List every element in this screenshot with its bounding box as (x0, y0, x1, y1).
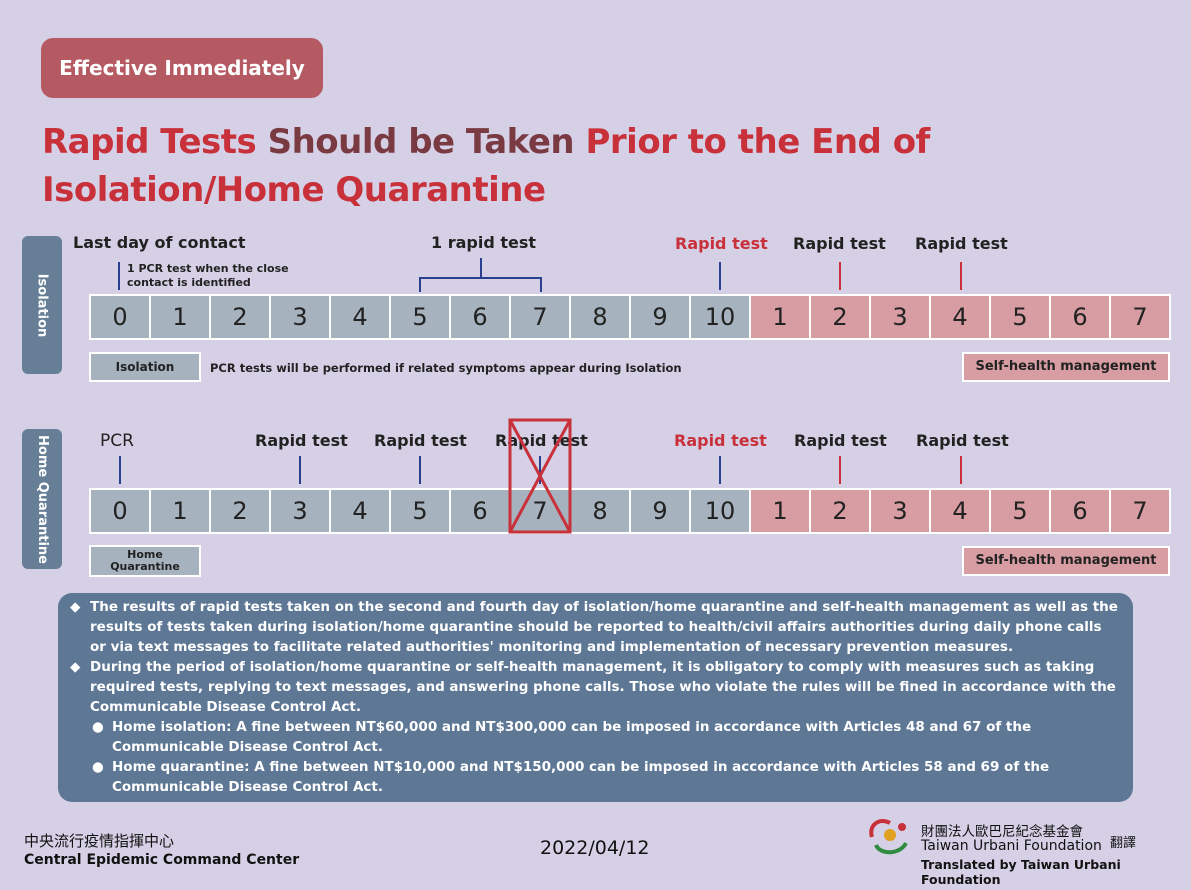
marker-q-day0 (119, 456, 121, 484)
day-cell: 0 (91, 490, 149, 532)
page-title: Rapid Tests Should be Taken Prior to the… (42, 118, 930, 214)
day-cell: 3 (271, 490, 329, 532)
day-cell: 4 (331, 490, 389, 532)
marker-q-day3 (299, 456, 301, 484)
foundation-name-zh: 財團法人歐巴尼紀念基金會 (921, 824, 1083, 840)
legend-home-quarantine: Home Quarantine (89, 545, 201, 577)
diamond-icon: ◆ (70, 659, 81, 675)
quarantine-timeline: 0 1 2 3 4 5 6 7 8 9 10 1 2 3 4 5 6 7 (89, 488, 1171, 534)
label-q-rapid-10: Rapid test (674, 431, 767, 450)
marker-iso-sh2 (839, 262, 841, 290)
cecc-name-en: Central Epidemic Command Center (24, 852, 300, 868)
label-iso-rapid-10: Rapid test (675, 234, 768, 253)
label-q-rapid-sh4: Rapid test (916, 431, 1009, 450)
title-part2: Should be Taken (256, 122, 586, 162)
self-day-cell: 2 (811, 296, 869, 338)
translate-label-zh: 翻譯 (1110, 836, 1137, 851)
day-cell: 8 (571, 490, 629, 532)
self-day-cell: 3 (871, 490, 929, 532)
day-cell: 2 (211, 490, 269, 532)
self-day-cell: 4 (931, 490, 989, 532)
legend-isolation: Isolation (89, 352, 201, 382)
note-item: ◆ The results of rapid tests taken on the… (70, 599, 1118, 655)
bracket-stem (480, 258, 482, 278)
day-cell: 9 (631, 490, 689, 532)
self-day-cell: 5 (991, 296, 1049, 338)
marker-iso-sh4 (960, 262, 962, 290)
label-q-rapid-5: Rapid test (374, 431, 467, 450)
title-part3: Prior to the End of (585, 122, 930, 162)
isolation-side-label: Isolation (22, 236, 62, 374)
title-line2: Isolation/Home Quarantine (42, 170, 546, 210)
bracket-days-5-7 (419, 277, 542, 292)
day-cell: 10 (691, 296, 749, 338)
bullet-icon: ● (92, 759, 104, 775)
label-iso-rapid-sh4: Rapid test (915, 234, 1008, 253)
marker-q-day7 (539, 456, 541, 484)
label-iso-rapid-sh2: Rapid test (793, 234, 886, 253)
marker-day0 (118, 262, 120, 290)
label-last-contact: Last day of contact (73, 233, 246, 252)
day-cell: 1 (151, 296, 209, 338)
legend-self-iso: Self-health management (962, 352, 1170, 382)
day-cell: 7 (511, 296, 569, 338)
marker-iso-day10 (719, 262, 721, 290)
self-day-cell: 3 (871, 296, 929, 338)
marker-q-day10 (719, 456, 721, 484)
day-cell: 8 (571, 296, 629, 338)
title-part1: Rapid Tests (42, 122, 257, 162)
notes-panel: ◆ The results of rapid tests taken on the… (58, 593, 1133, 802)
day-cell: 0 (91, 296, 149, 338)
urbani-logo-icon (869, 818, 908, 855)
self-day-cell: 5 (991, 490, 1049, 532)
day-cell: 6 (451, 490, 509, 532)
day-cell: 2 (211, 296, 269, 338)
marker-q-day5 (419, 456, 421, 484)
self-day-cell: 1 (751, 296, 809, 338)
self-day-cell: 2 (811, 490, 869, 532)
self-day-cell: 1 (751, 490, 809, 532)
date: 2022/04/12 (540, 837, 650, 859)
self-day-cell: 6 (1051, 296, 1109, 338)
day-cell: 6 (451, 296, 509, 338)
note-subitem: ● Home quarantine: A fine between NT$10,0… (92, 759, 1050, 795)
cecc-name-zh: 中央流行疫情指揮中心 (24, 832, 175, 850)
self-day-cell: 6 (1051, 490, 1109, 532)
day-cell: 4 (331, 296, 389, 338)
pcr-note: 1 PCR test when the close contact is ide… (127, 262, 289, 289)
day-cell: 5 (391, 296, 449, 338)
legend-self-q: Self-health management (962, 546, 1170, 576)
label-pcr: PCR (100, 431, 134, 451)
day-cell: 1 (151, 490, 209, 532)
self-day-cell: 4 (931, 296, 989, 338)
self-day-cell: 7 (1111, 490, 1169, 532)
label-q-rapid-sh2: Rapid test (794, 431, 887, 450)
day-cell: 3 (271, 296, 329, 338)
effective-badge: Effective Immediately (41, 38, 323, 98)
cross-out-day7 (508, 418, 572, 534)
legend-note: PCR tests will be performed if related s… (210, 361, 682, 375)
marker-q-sh2 (839, 456, 841, 484)
self-day-cell: 7 (1111, 296, 1169, 338)
translated-by: Translated by Taiwan Urbani Foundation (921, 857, 1121, 887)
day-cell: 5 (391, 490, 449, 532)
marker-q-sh4 (960, 456, 962, 484)
label-q-rapid-3: Rapid test (255, 431, 348, 450)
day-cell: 9 (631, 296, 689, 338)
note-item: ◆ During the period of isolation/home qua… (70, 659, 1116, 715)
foundation-name-en: Taiwan Urbani Foundation (921, 838, 1102, 854)
bullet-icon: ● (92, 719, 104, 735)
day-cell: 10 (691, 490, 749, 532)
note-subitem: ● Home isolation: A fine between NT$60,00… (92, 719, 1032, 755)
isolation-timeline: 0 1 2 3 4 5 6 7 8 9 10 1 2 3 4 5 6 7 (89, 294, 1171, 340)
quarantine-side-label: Home Quarantine (22, 429, 62, 569)
label-one-rapid: 1 rapid test (431, 233, 537, 252)
diamond-icon: ◆ (70, 599, 81, 615)
